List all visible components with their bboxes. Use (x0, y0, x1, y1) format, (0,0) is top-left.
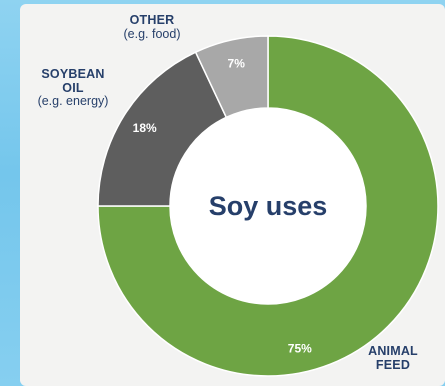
label-soybean-title-1: SOYBEAN (41, 67, 105, 81)
label-soybean-oil: SOYBEAN OIL (e.g. energy) (20, 67, 126, 109)
label-animal-title-2: FEED (375, 357, 411, 372)
label-animal-feed: ANIMAL FEED (358, 344, 428, 372)
label-soybean-title-2: OIL (62, 80, 84, 95)
percent-labels: 75% 18% 7% (133, 57, 312, 356)
donut-hole (170, 108, 366, 304)
percent-label-soybean-oil: 18% (133, 121, 157, 135)
percent-label-other: 7% (228, 57, 246, 71)
label-animal-title-1: ANIMAL (368, 344, 418, 358)
label-other: OTHER (e.g. food) (98, 13, 206, 41)
label-soybean-sub: (e.g. energy) (37, 94, 109, 108)
label-other-title: OTHER (129, 13, 175, 27)
percent-label-animal-feed: 75% (288, 342, 312, 356)
chart-title: Soy uses (209, 191, 328, 221)
donut-slices (97, 35, 439, 377)
label-other-sub: (e.g. food) (123, 26, 181, 41)
